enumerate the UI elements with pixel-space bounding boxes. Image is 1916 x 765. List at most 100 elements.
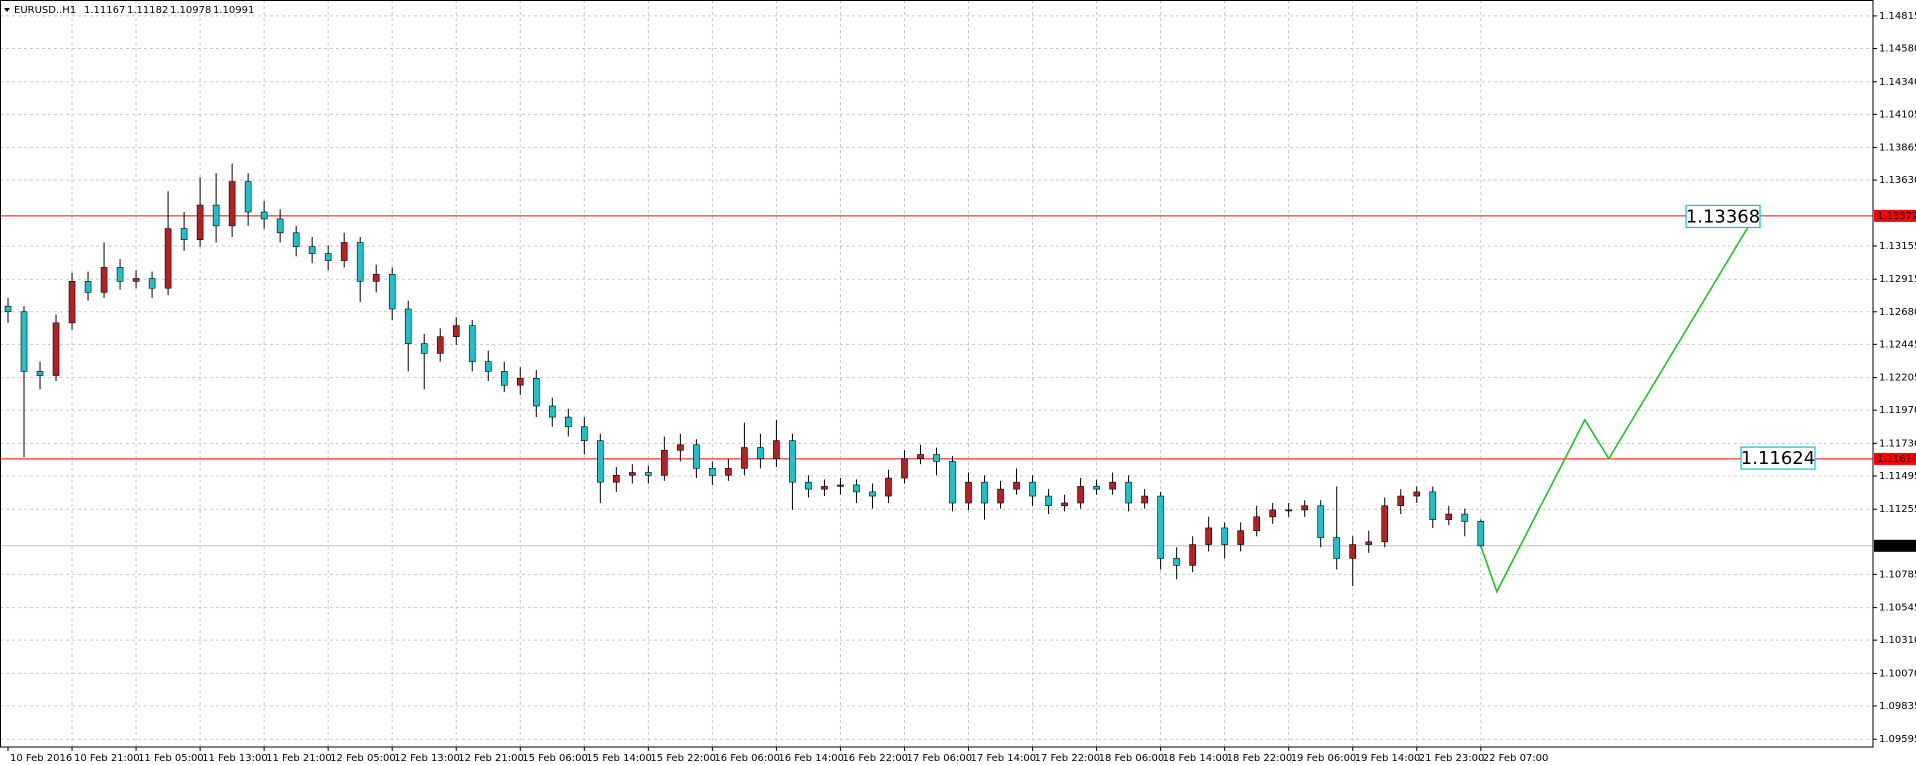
candle-body	[965, 481, 972, 504]
candle-body	[773, 440, 780, 459]
candle-body	[1381, 505, 1389, 543]
candle-body	[725, 468, 732, 476]
candle-body	[1029, 481, 1036, 497]
candle-body	[548, 405, 556, 418]
candle-body	[1269, 509, 1276, 518]
y-tick-label: 1.14815	[1879, 11, 1916, 22]
candle-body	[1077, 486, 1084, 504]
annotation-label: 1.11624	[1741, 448, 1815, 469]
x-tick-label: 12 Feb 13:00	[394, 753, 460, 764]
candle-body	[1301, 505, 1308, 511]
candle-body	[885, 477, 892, 497]
candle-body	[1205, 527, 1212, 545]
candle-body	[789, 440, 796, 483]
candle-body	[468, 325, 476, 362]
candle-body	[981, 481, 988, 504]
candle-body	[661, 450, 668, 476]
candle-body	[1429, 491, 1437, 520]
y-tick-label: 1.13155	[1879, 241, 1916, 252]
candle-body	[1093, 486, 1100, 490]
header-symbol: EURUSD..H1	[14, 5, 76, 16]
candle-body	[244, 181, 252, 213]
annotation-box	[1740, 446, 1816, 470]
y-tick-label: 1.11255	[1879, 504, 1916, 515]
header-arrow	[4, 8, 10, 12]
x-tick-label: 18 Feb 22:00	[1227, 753, 1293, 764]
candle-body	[1109, 481, 1116, 490]
candle-body	[356, 242, 364, 282]
candle-body	[581, 426, 588, 441]
candle-body	[1237, 530, 1244, 545]
x-tick-label: 10 Feb 2016	[10, 753, 72, 764]
x-tick-label: 17 Feb 14:00	[971, 753, 1037, 764]
candle-body	[757, 447, 764, 459]
price-label-box	[1874, 539, 1916, 552]
y-tick-label: 1.14340	[1879, 77, 1916, 88]
candle-body	[597, 440, 604, 483]
x-tick-label: 11 Feb 21:00	[266, 753, 332, 764]
x-tick-label: 17 Feb 06:00	[906, 753, 972, 764]
x-tick-label: 17 Feb 22:00	[1035, 753, 1101, 764]
candle-body	[837, 484, 844, 487]
candle-body	[148, 278, 156, 289]
x-tick-label: 11 Feb 13:00	[202, 753, 268, 764]
candle-body	[84, 280, 92, 293]
candle-body	[677, 444, 684, 451]
annotation-box	[1685, 204, 1761, 229]
candle-body	[1045, 495, 1052, 507]
candle-body	[1141, 495, 1148, 504]
candle-body	[532, 377, 540, 407]
candle-body	[420, 343, 428, 354]
y-tick-label: 1.10545	[1879, 603, 1916, 614]
candle-body	[388, 274, 396, 310]
candle-body	[372, 274, 380, 282]
candle-body	[436, 336, 444, 354]
y-tick-label: 1.09595	[1879, 734, 1916, 745]
candle-body	[629, 472, 636, 476]
candle-body	[276, 218, 284, 234]
candle-body	[484, 361, 492, 372]
candle-body	[645, 472, 652, 476]
header-ohlc: 1.11182	[127, 5, 168, 16]
x-tick-label: 10 Feb 21:00	[74, 753, 140, 764]
candle-body	[308, 246, 316, 254]
candle-body	[1221, 527, 1228, 545]
candle-body	[1477, 521, 1485, 547]
candle-body	[452, 325, 460, 338]
candle-body	[709, 468, 716, 476]
candle-body	[292, 232, 300, 247]
candle-body	[693, 444, 700, 469]
price-label-box	[1874, 209, 1916, 222]
x-tick-label: 15 Feb 22:00	[650, 753, 716, 764]
header-ohlc: 1.11167	[84, 5, 125, 16]
candle-body	[933, 454, 940, 462]
x-tick-label: 19 Feb 14:00	[1355, 753, 1421, 764]
candle-body	[100, 267, 108, 293]
candle-body	[324, 253, 332, 261]
x-tick-label: 15 Feb 06:00	[522, 753, 588, 764]
y-tick-label: 1.12915	[1879, 274, 1916, 285]
x-tick-label: 15 Feb 14:00	[586, 753, 652, 764]
candle-body	[1333, 537, 1341, 559]
candle-body	[613, 474, 620, 483]
candle-body	[404, 308, 412, 344]
candle-body	[1189, 544, 1196, 566]
plot-background	[0, 0, 1873, 747]
x-tick-label: 16 Feb 22:00	[842, 753, 908, 764]
candle-body	[1445, 513, 1453, 520]
candle-body	[1413, 491, 1421, 497]
candle-body	[52, 322, 60, 376]
candle-body	[164, 228, 172, 289]
candle-body	[1349, 544, 1357, 559]
candle-body	[1461, 513, 1469, 522]
candle-body	[1061, 502, 1068, 507]
candle-body	[821, 486, 828, 490]
y-tick-label: 1.10785	[1879, 569, 1916, 580]
candle-body	[997, 488, 1004, 504]
candle-body	[20, 311, 28, 372]
y-tick-label: 1.10310	[1879, 635, 1916, 646]
candle-body	[516, 377, 524, 386]
price-label: 1.13372	[1877, 211, 1916, 222]
candle-body	[212, 204, 220, 227]
price-label-box	[1874, 452, 1916, 465]
